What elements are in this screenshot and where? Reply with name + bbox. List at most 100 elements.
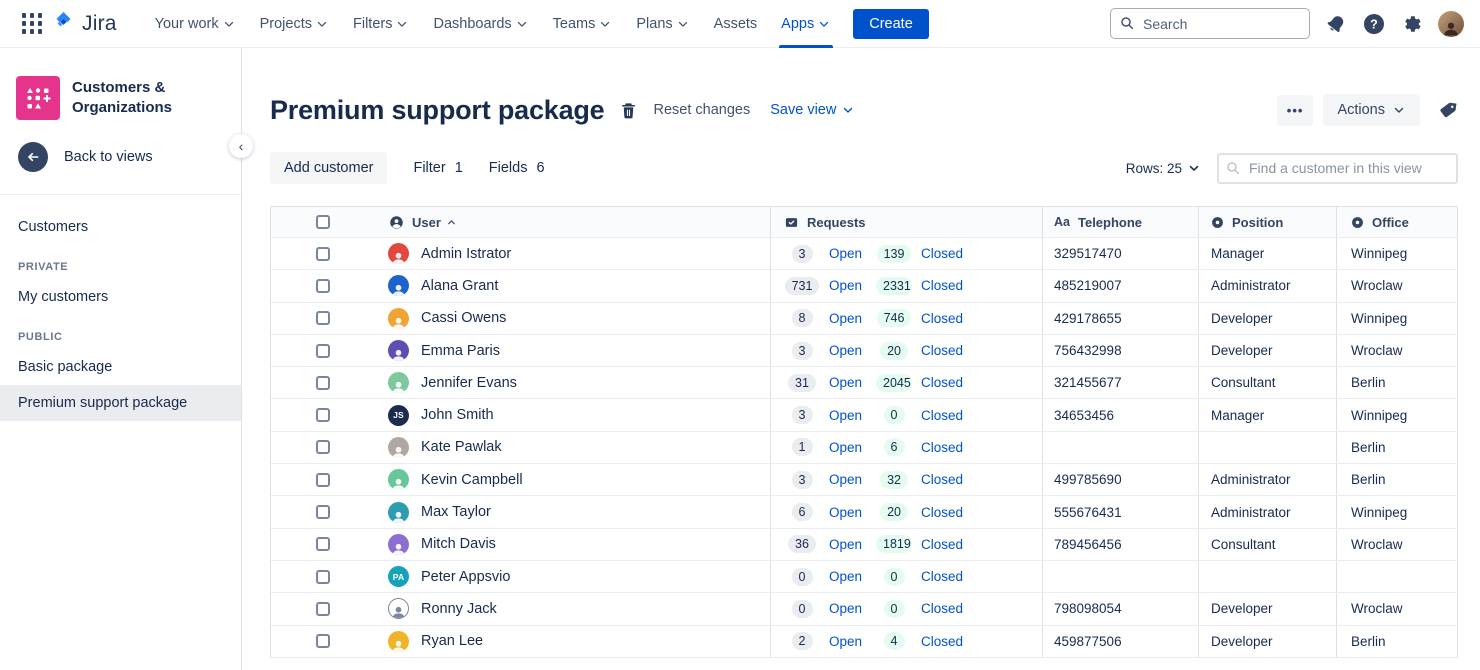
column-header-position[interactable]: Position [1232,214,1284,230]
fields-button[interactable]: Fields 6 [489,160,545,176]
user-name[interactable]: Admin Istrator [421,245,512,262]
nav-item-assets[interactable]: Assets [713,15,758,32]
closed-requests-link[interactable]: Closed [921,278,964,294]
open-requests-link[interactable]: Open [829,407,863,423]
nav-item-plans[interactable]: Plans [624,0,701,48]
global-search-input[interactable] [1110,8,1310,39]
sidebar-item-my-customers[interactable]: My customers [18,289,109,305]
closed-requests-link[interactable]: Closed [921,536,964,552]
back-to-views[interactable]: Back to views [0,128,241,188]
closed-count-badge: 0 [883,567,905,586]
row-checkbox[interactable] [316,569,330,584]
row-checkbox[interactable] [316,375,330,390]
user-name[interactable]: Kate Pawlak [421,439,502,456]
open-requests-link[interactable]: Open [829,310,863,326]
row-checkbox[interactable] [316,343,330,358]
closed-requests-link[interactable]: Closed [921,633,964,649]
nav-item-apps[interactable]: Apps [769,0,843,48]
closed-requests-link[interactable]: Closed [921,472,964,488]
closed-requests-link[interactable]: Closed [921,407,964,423]
nav-item-projects[interactable]: Projects [248,0,341,48]
jira-logo[interactable]: Jira [52,9,117,38]
user-name[interactable]: Peter Appsvio [421,568,511,585]
user-name[interactable]: Cassi Owens [421,310,507,327]
office-cell: Winnipeg [1337,302,1458,334]
sidebar-item-customers[interactable]: Customers [18,219,89,235]
user-name[interactable]: John Smith [421,407,494,424]
row-checkbox[interactable] [316,537,330,552]
closed-requests-link[interactable]: Closed [921,601,964,617]
row-checkbox[interactable] [316,311,330,326]
filter-button[interactable]: Filter 1 [413,160,462,176]
closed-requests-link[interactable]: Closed [921,310,964,326]
actions-button[interactable]: Actions [1323,94,1420,126]
user-name[interactable]: Alana Grant [421,277,499,294]
row-checkbox[interactable] [316,601,330,616]
settings-gear-icon[interactable] [1401,13,1423,35]
row-checkbox[interactable] [316,634,330,649]
more-options-button[interactable]: ••• [1276,94,1314,126]
closed-requests-link[interactable]: Closed [921,504,964,520]
nav-item-teams[interactable]: Teams [541,0,625,48]
open-requests-link[interactable]: Open [829,375,863,391]
closed-requests-link[interactable]: Closed [921,439,964,455]
closed-requests-link[interactable]: Closed [921,343,964,359]
user-name[interactable]: Ronny Jack [421,600,497,617]
project-header[interactable]: Customers & Organizations [0,68,241,128]
column-header-requests[interactable]: Requests [807,214,866,230]
open-requests-link[interactable]: Open [829,569,863,585]
filter-count: 1 [454,160,463,176]
user-name[interactable]: Mitch Davis [421,536,496,553]
closed-requests-link[interactable]: Closed [921,375,964,391]
user-avatar[interactable] [1438,10,1464,37]
row-checkbox[interactable] [316,505,330,520]
nav-item-dashboards[interactable]: Dashboards [421,0,540,48]
app-switcher-icon[interactable] [20,12,44,36]
nav-item-your-work[interactable]: Your work [143,0,248,48]
open-requests-link[interactable]: Open [829,343,863,359]
create-button[interactable]: Create [853,8,929,39]
sort-ascending-icon[interactable] [446,217,457,228]
open-requests-link[interactable]: Open [829,536,863,552]
open-requests-link[interactable]: Open [829,439,863,455]
closed-requests-link[interactable]: Closed [921,569,964,585]
sidebar-item-basic-package[interactable]: Basic package [18,359,113,375]
sidebar-collapse-icon[interactable]: ‹ [229,134,253,158]
save-view-button[interactable]: Save view [770,102,855,118]
open-requests-link[interactable]: Open [829,633,863,649]
column-header-office[interactable]: Office [1372,214,1409,230]
row-checkbox[interactable] [316,472,330,487]
user-name[interactable]: Ryan Lee [421,633,484,650]
open-requests-link[interactable]: Open [829,504,863,520]
find-customer-input[interactable] [1217,152,1458,184]
help-icon[interactable]: ? [1362,12,1386,36]
row-checkbox[interactable] [316,278,330,293]
column-header-telephone[interactable]: Telephone [1077,214,1143,230]
select-all-checkbox[interactable] [316,215,330,229]
row-checkbox[interactable] [316,246,330,261]
labels-tag-icon[interactable] [1438,100,1458,120]
back-arrow-icon [18,142,48,172]
user-name[interactable]: Jennifer Evans [421,374,517,391]
notifications-bell-icon[interactable] [1325,13,1347,35]
sidebar-item-premium-support-package[interactable]: Premium support package [0,385,241,421]
row-checkbox[interactable] [316,408,330,423]
telephone-cell: 459877506 [1043,625,1199,657]
closed-requests-link[interactable]: Closed [921,246,964,262]
user-field-icon [389,215,404,230]
nav-item-filters[interactable]: Filters [341,0,421,48]
user-name[interactable]: Emma Paris [421,342,500,359]
rows-per-page-select[interactable]: Rows: 25 [1126,161,1201,176]
open-requests-link[interactable]: Open [829,472,863,488]
open-count-badge: 0 [791,567,813,586]
add-customer-button[interactable]: Add customer [270,152,388,184]
column-header-user[interactable]: User [412,214,441,230]
row-checkbox[interactable] [316,440,330,455]
open-requests-link[interactable]: Open [829,601,863,617]
user-name[interactable]: Kevin Campbell [421,471,523,488]
open-requests-link[interactable]: Open [829,278,863,294]
open-requests-link[interactable]: Open [829,246,863,262]
delete-view-button[interactable] [619,101,638,120]
user-name[interactable]: Max Taylor [421,504,491,521]
reset-changes-button[interactable]: Reset changes [653,102,751,118]
